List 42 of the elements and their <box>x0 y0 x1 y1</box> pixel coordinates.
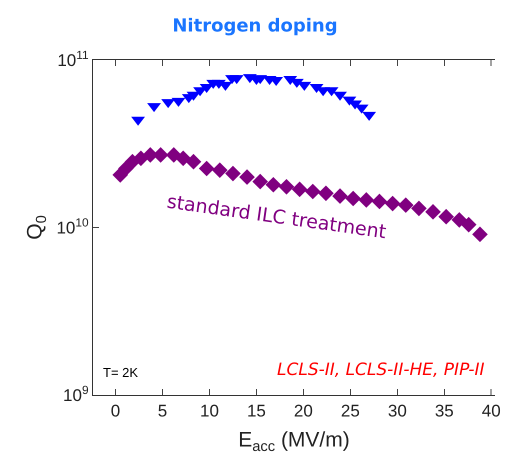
point <box>398 197 414 213</box>
point <box>266 176 282 193</box>
x-tick-label: 5 <box>158 401 168 420</box>
x-tick-label: 40 <box>482 401 501 420</box>
text: standard ILC treatment <box>166 190 388 244</box>
x-axis-title: E$_{acc}$ (MV/m) <box>238 428 350 456</box>
point <box>239 169 255 185</box>
x-tick-label: 25 <box>340 401 360 420</box>
point <box>186 154 202 170</box>
y-tick-label: 10$^{11}$ <box>57 48 89 70</box>
point <box>225 166 241 182</box>
y-tick-label: 10$^{9}$ <box>63 382 89 405</box>
point <box>438 208 454 224</box>
annotation: T= 2K <box>103 365 138 380</box>
x-tick-label: 35 <box>434 401 454 420</box>
x-tick-label: 15 <box>246 401 266 420</box>
point <box>452 212 468 228</box>
y-tick-label: 10$^{10}$ <box>56 215 89 238</box>
point <box>345 190 361 206</box>
point <box>212 162 228 178</box>
annotation: LCLS-II, LCLS-II-HE, PIP-II <box>277 360 485 380</box>
point <box>384 196 400 212</box>
x-tick-label: 0 <box>110 401 120 420</box>
point <box>332 188 348 204</box>
x-tick-label: 20 <box>294 401 313 420</box>
point <box>175 150 191 166</box>
point <box>278 178 294 195</box>
point <box>425 204 441 220</box>
point <box>411 200 427 216</box>
point <box>166 147 182 163</box>
point <box>372 194 388 210</box>
point <box>252 174 268 190</box>
x-tick-label: 30 <box>388 401 407 420</box>
chart-title: Nitrogen doping <box>172 15 338 36</box>
point <box>198 160 214 176</box>
point <box>318 186 334 202</box>
point <box>460 216 476 232</box>
point <box>358 192 374 208</box>
point <box>304 184 321 200</box>
point <box>292 182 308 198</box>
point <box>472 226 488 242</box>
x-tick-label: 10 <box>200 401 219 420</box>
